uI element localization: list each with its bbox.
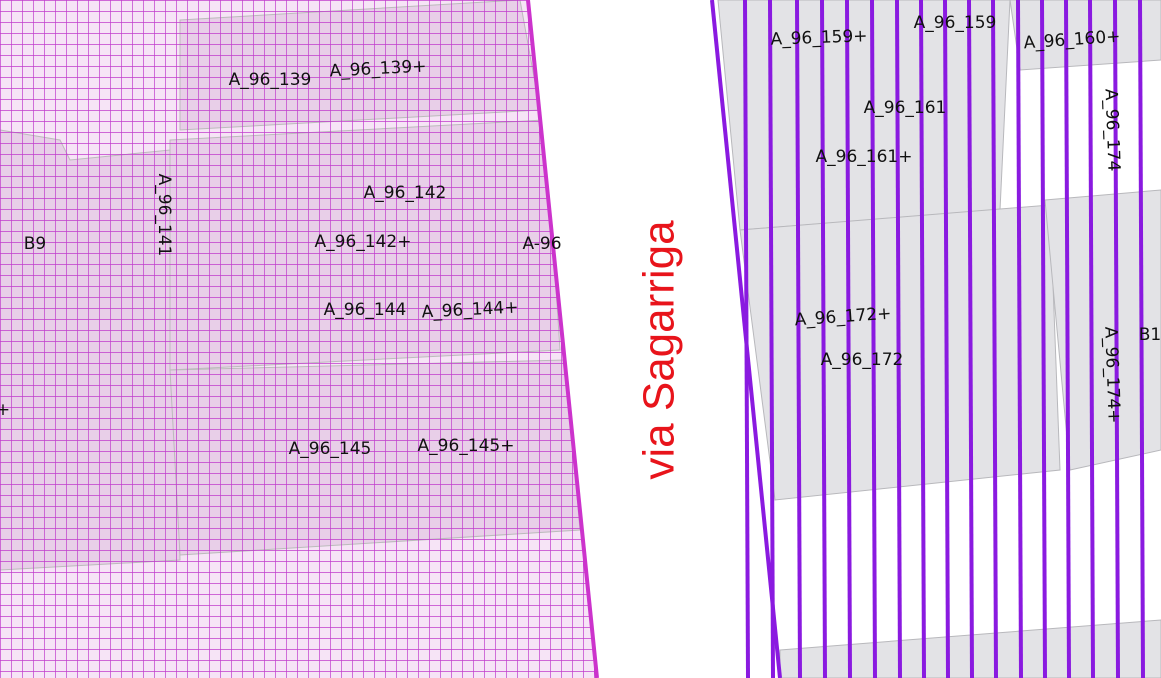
parcel-label: A_96_141 <box>154 174 174 257</box>
stripe <box>1040 0 1047 678</box>
stripe <box>967 0 974 678</box>
stripe <box>1088 0 1095 678</box>
parcel-label: A_96_159+ <box>770 26 868 49</box>
stripe <box>943 0 950 678</box>
stripe <box>870 0 877 678</box>
stripe <box>1113 0 1120 678</box>
stripe <box>820 0 827 678</box>
stripe <box>895 0 902 678</box>
parcel-label: A_96_161 <box>864 98 947 118</box>
parcel-label: A_96_159 <box>914 13 997 33</box>
parcel-label: B9 <box>24 234 46 254</box>
parcel-label: A_96_139 <box>229 70 312 90</box>
parcel-label: A_96_145 <box>289 439 372 459</box>
block-edge <box>526 0 599 678</box>
right-block <box>710 0 1161 678</box>
stripe <box>1064 0 1071 678</box>
stripe <box>991 0 998 678</box>
stripe <box>919 0 926 678</box>
parcel-label: + <box>0 400 10 420</box>
parcel-label: A_96_161+ <box>816 147 913 167</box>
parcel-label: A_96_144 <box>324 300 407 320</box>
parcel-label: A_96_142+ <box>315 232 412 252</box>
parcel-label: A_96_145+ <box>418 436 515 456</box>
street-name: via Sagarriga <box>635 220 684 480</box>
parcel-label: A_96_172 <box>821 350 904 370</box>
stripe <box>1016 0 1023 678</box>
stripe <box>1138 0 1145 678</box>
stripe <box>845 0 852 678</box>
stripe <box>795 0 802 678</box>
parcel-label: A_96_174+ <box>1100 326 1123 424</box>
parcel-label: A_96_142 <box>364 183 447 203</box>
left-block <box>0 0 597 678</box>
parcel-label: B1 <box>1139 325 1161 345</box>
stripe <box>743 0 750 678</box>
parcel-label: A-96 <box>522 234 561 254</box>
stripe <box>768 0 775 678</box>
parcel-label: A_96_174 <box>1101 88 1124 171</box>
